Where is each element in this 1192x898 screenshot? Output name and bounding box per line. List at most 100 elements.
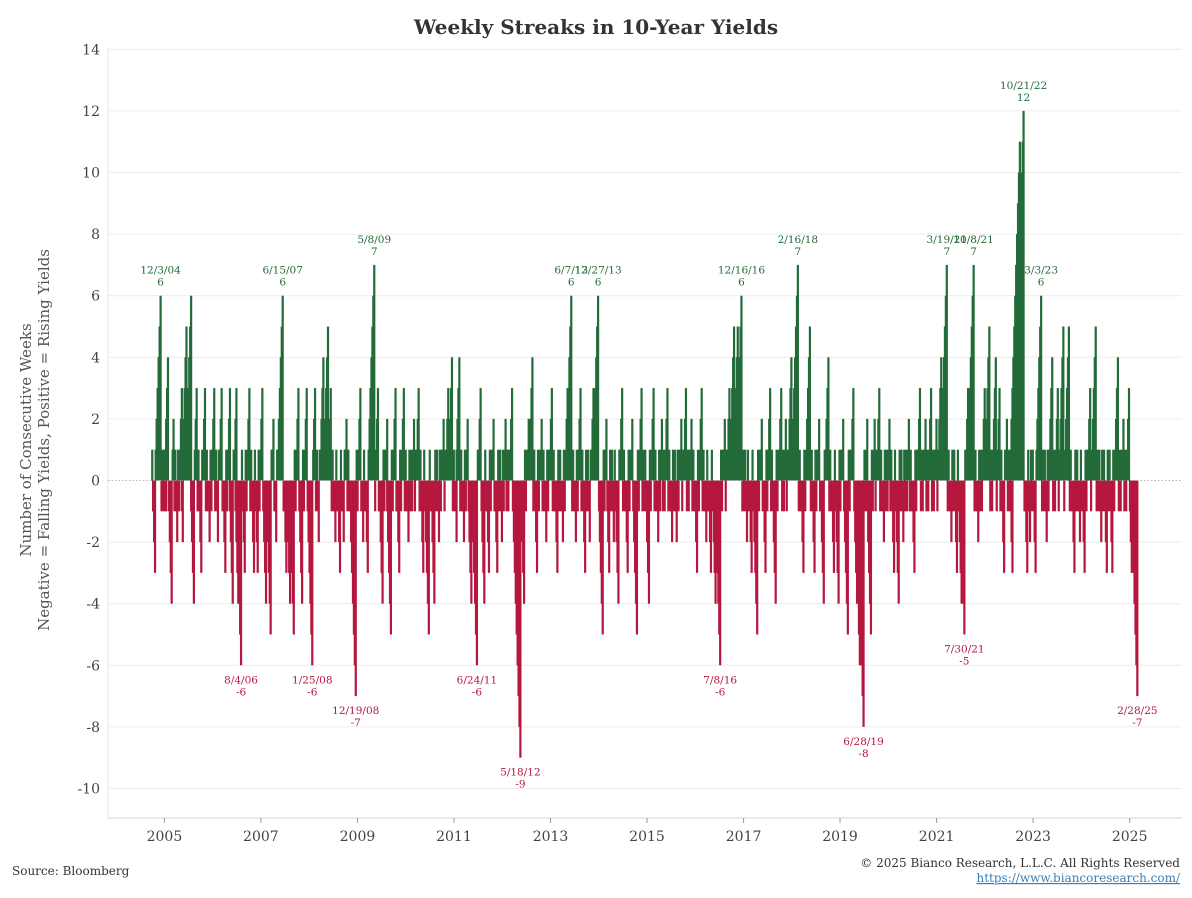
rising-streak-bar — [562, 449, 565, 481]
website-link[interactable]: https://www.biancoresearch.com/ — [976, 871, 1180, 885]
rising-streak-bar — [436, 449, 439, 481]
rising-streak-bar — [592, 449, 595, 481]
annotation-value-label: -5 — [959, 656, 969, 668]
rising-streak-bar — [847, 449, 850, 481]
rising-streak-bar — [455, 449, 458, 481]
rising-streak-bar — [185, 449, 188, 481]
falling-streak-bar — [245, 480, 248, 512]
rising-streak-bar — [171, 449, 174, 481]
annotation-date-label: 6/15/07 — [262, 265, 302, 277]
falling-streak-bar — [855, 480, 859, 512]
rising-streak-bar — [323, 449, 326, 481]
falling-streak-bar — [889, 480, 892, 512]
falling-streak-bar — [925, 480, 928, 512]
rising-streak-bar — [679, 449, 682, 481]
falling-streak-bar — [930, 480, 934, 512]
annotation-value-label: -8 — [858, 748, 868, 760]
falling-streak-bar — [251, 480, 254, 512]
falling-streak-bar — [286, 480, 289, 512]
y-tick-label: 14 — [82, 42, 100, 58]
falling-streak-bar — [160, 480, 163, 512]
rising-streak-bar — [177, 449, 180, 481]
falling-streak-bar — [881, 480, 885, 512]
falling-streak-bar — [283, 480, 286, 512]
falling-streak-bar — [180, 480, 183, 512]
rising-streak-bar — [783, 449, 787, 481]
rising-streak-bar — [339, 449, 343, 481]
falling-streak-bar — [386, 480, 389, 512]
rising-streak-bar — [552, 449, 555, 481]
falling-streak-bar — [954, 480, 957, 512]
rising-streak-bar — [671, 449, 675, 481]
falling-streak-bar — [946, 480, 949, 512]
rising-streak-bar — [664, 449, 667, 481]
falling-streak-bar — [177, 480, 181, 512]
annotation-date-label: 6/7/13 — [554, 265, 588, 277]
falling-streak-bar — [485, 480, 489, 512]
rising-streak-bar — [610, 449, 614, 481]
rising-streak-bar — [295, 449, 298, 481]
rising-streak-bar — [1041, 449, 1045, 481]
falling-streak-bar — [815, 480, 818, 512]
falling-streak-bar — [1071, 480, 1074, 512]
falling-streak-bar — [989, 480, 992, 512]
falling-streak-bar — [537, 480, 540, 512]
rising-streak-bar — [883, 449, 886, 481]
rising-streak-bar — [937, 449, 940, 481]
falling-streak-bar — [995, 480, 998, 512]
falling-streak-bar — [383, 480, 386, 512]
rising-streak-bar — [722, 449, 725, 481]
falling-streak-bar — [1081, 480, 1084, 512]
rising-streak-bar — [917, 449, 920, 481]
falling-streak-bar — [782, 480, 786, 512]
rising-streak-bar — [452, 449, 455, 481]
annotation-date-label: 8/4/06 — [224, 674, 258, 686]
rising-streak-bar — [953, 449, 956, 481]
rising-streak-bar — [205, 449, 208, 481]
falling-streak-bar — [839, 480, 842, 512]
falling-streak-bar — [391, 480, 394, 512]
rising-streak-bar — [240, 449, 244, 481]
falling-streak-bar — [190, 480, 193, 512]
rising-streak-bar — [870, 449, 873, 481]
rising-streak-bar — [990, 449, 993, 481]
falling-streak-bar — [454, 480, 457, 512]
rising-streak-bar — [434, 449, 437, 481]
rising-streak-bar — [974, 449, 977, 481]
rising-streak-bar — [805, 449, 808, 481]
rising-streak-bar — [905, 449, 908, 481]
falling-streak-bar — [306, 480, 309, 512]
falling-streak-bar — [1030, 480, 1033, 512]
falling-streak-bar — [976, 480, 979, 512]
falling-streak-bar — [854, 480, 857, 512]
rising-streak-bar — [497, 449, 500, 481]
falling-streak-bar — [249, 480, 252, 512]
x-tick-label: 2011 — [436, 829, 472, 845]
falling-streak-bar — [152, 480, 155, 512]
falling-streak-bar — [396, 480, 399, 512]
y-axis-ticks: 14 12 10 8 6 4 2 0 -2 -4 -6 -8 -10 — [77, 42, 100, 797]
rising-streak-bar — [673, 449, 676, 481]
falling-streak-bar — [1109, 480, 1112, 512]
falling-streak-bar — [905, 480, 909, 512]
rising-streak-bar — [460, 449, 463, 481]
rising-streak-bar — [1087, 449, 1090, 481]
falling-streak-bar — [520, 480, 523, 512]
rising-streak-bar — [257, 449, 260, 481]
x-tick-label: 2007 — [243, 829, 279, 845]
rising-streak-bar — [1076, 449, 1079, 481]
annotation-value-label: 7 — [795, 246, 802, 258]
rising-streak-bar — [1102, 449, 1106, 481]
rising-streak-bar — [400, 449, 404, 481]
falling-streak-bar — [776, 480, 779, 512]
falling-streak-bar — [1047, 480, 1050, 512]
falling-streak-bar — [632, 480, 635, 512]
rising-streak-bar — [1031, 449, 1034, 481]
falling-streak-bar — [766, 480, 769, 512]
rising-streak-bar — [1007, 449, 1010, 481]
y-tick-label: -8 — [86, 720, 100, 736]
rising-streak-bar — [246, 449, 249, 481]
rising-streak-bar — [151, 449, 154, 481]
x-tick-label: 2013 — [533, 829, 569, 845]
